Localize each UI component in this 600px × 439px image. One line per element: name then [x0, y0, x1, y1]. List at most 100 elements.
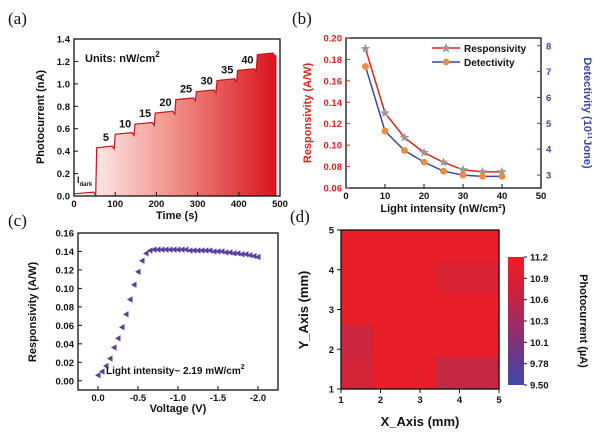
d-heatmap-cell — [467, 293, 500, 326]
a-step-label: 35 — [221, 64, 233, 76]
b-y-tick-label: 0.08 — [324, 162, 343, 173]
d-heatmap-cell — [372, 357, 405, 390]
d-heatmap-cell — [404, 230, 437, 263]
a-step-label: 15 — [139, 108, 151, 120]
a-dark-label: Idark — [77, 175, 93, 188]
c-point — [255, 253, 261, 261]
c-point — [175, 246, 181, 253]
c-point — [99, 368, 105, 375]
d-colorbar-tick-label: 10.1 — [530, 338, 549, 349]
c-point — [171, 246, 177, 253]
d-heatmap-cells — [341, 230, 500, 390]
d-heatmap-cell — [372, 293, 405, 326]
c-point — [187, 247, 193, 254]
d-heatmap-cell — [341, 230, 374, 263]
c-y-tick-label: 0.08 — [56, 302, 75, 313]
b-y-tick-label: 0.16 — [324, 76, 343, 87]
c-y-tick-label: 0.00 — [56, 376, 75, 387]
d-heatmap-cell — [404, 325, 437, 358]
d-heatmap-cell — [435, 357, 468, 390]
a-step-label: 5 — [103, 132, 109, 144]
b-y-tick-label: 0.18 — [324, 55, 343, 66]
a-photocurrent-area — [74, 53, 276, 196]
c-point — [191, 247, 197, 254]
c-point — [231, 250, 237, 257]
c-point — [251, 252, 257, 260]
a-x-tick-label: 300 — [190, 199, 206, 210]
c-y-label: Responsivity (A/W) — [27, 262, 39, 363]
b-point-responsivity — [497, 166, 507, 176]
c-point — [235, 250, 241, 257]
d-y-tick-label: 1 — [329, 385, 335, 396]
b-legend-label-detectivity: Detectivity — [464, 58, 515, 69]
d-y-label: Y_Axis (mm) — [296, 271, 311, 350]
d-colorbar-tick-label: 10.9 — [530, 274, 549, 285]
c-point — [183, 246, 189, 253]
c-point — [219, 248, 225, 255]
d-ticks: 1 2 3 4 5 1 2 3 4 5 — [329, 226, 503, 407]
d-heatmap-cell — [404, 293, 437, 326]
d-x-tick-label: 4 — [457, 395, 463, 406]
c-y-tick-label: 0.04 — [56, 339, 75, 350]
b-y2-tick-label: 6 — [546, 93, 551, 104]
b-x-tick-label: 10 — [380, 191, 391, 202]
d-heatmap-cell — [341, 293, 374, 326]
c-point — [243, 251, 249, 258]
d-colorbar-tick-label: 9.50 — [530, 381, 549, 392]
c-point — [143, 250, 149, 257]
a-photocurrent-line — [73, 52, 277, 197]
d-colorbar-tick-label: 10.3 — [530, 317, 549, 328]
b-point-responsivity — [399, 132, 410, 142]
c-y-tick-label: 0.02 — [56, 358, 75, 369]
d-heatmap-cell — [372, 325, 405, 358]
b-legend-marker-detectivity — [442, 58, 450, 66]
b-legend-label-responsivity: Responsivity — [464, 44, 527, 55]
d-heatmap-cell — [467, 261, 500, 295]
d-colorbar-tick-label: 9.78 — [530, 359, 549, 370]
c-ticks: 0.0 -0.5 -1.0 -1.5 -2.0 0.00 0.02 0.04 0.06 0.08 0… — [56, 229, 267, 405]
a-x-tick-label: 0 — [71, 199, 76, 210]
c-point — [111, 344, 117, 351]
d-colorbar — [508, 257, 524, 385]
panel-a: (a) 5 10 15 20 25 30 35 40 0 100 200 300 400 500 0.0… — [8, 9, 288, 222]
b-point-responsivity — [458, 164, 468, 174]
b-y2-tick-label: 7 — [546, 67, 551, 78]
d-x-tick-label: 5 — [496, 395, 502, 406]
a-x-ticks: 0 100 200 300 400 500 — [71, 192, 288, 210]
a-step-label: 20 — [159, 97, 171, 109]
c-point — [147, 247, 153, 254]
b-point-detectivity — [498, 172, 506, 180]
a-y-ticks: 0.0 0.2 0.4 0.6 0.8 1.0 1.2 1.4 — [57, 35, 78, 203]
b-point-responsivity — [438, 157, 449, 167]
c-y-tick-label: 0.16 — [56, 229, 75, 240]
c-point — [239, 251, 245, 258]
d-y-tick-label: 2 — [329, 345, 334, 356]
d-heatmap-cell — [341, 261, 374, 295]
b-y2-label: Detectivity (10¹¹Jone) — [581, 57, 593, 169]
b-y2-tick-label: 8 — [546, 41, 551, 52]
c-point — [179, 246, 185, 253]
c-point — [131, 281, 137, 288]
a-units-label: Units: nW/cm2 — [85, 50, 160, 65]
c-point — [223, 249, 229, 256]
panel-c-tag: (c) — [8, 211, 27, 230]
c-point — [199, 247, 205, 254]
c-point — [155, 246, 161, 253]
a-y-label: Photocurrent (nA) — [35, 70, 47, 164]
d-heatmap-cell — [435, 261, 468, 295]
d-heatmap-cell — [404, 357, 437, 390]
a-y-tick-label: 0.6 — [57, 124, 70, 135]
b-x-tick-label: 0 — [343, 191, 348, 202]
c-point — [107, 355, 113, 362]
b-x-tick-label: 30 — [458, 191, 469, 202]
d-x-tick-label: 3 — [417, 395, 422, 406]
a-x-tick-label: 200 — [148, 199, 164, 210]
c-point — [163, 246, 169, 253]
a-x-tick-label: 100 — [107, 199, 123, 210]
b-x-label: Light intensity (nW/cm²) — [380, 203, 506, 215]
b-point-detectivity — [479, 172, 486, 180]
c-point — [103, 362, 109, 370]
b-ticks: 0 10 20 30 40 50 0.06 0.08 0.10 0.12 0.14 0.16 0.18 0… — [324, 34, 553, 203]
d-colorbar-tick-label: 11.2 — [530, 253, 548, 264]
b-point-responsivity — [380, 108, 390, 117]
